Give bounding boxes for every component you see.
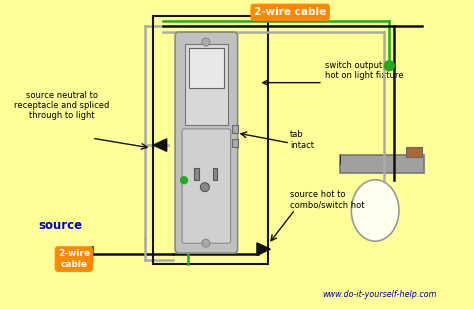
- Text: tab
intact: tab intact: [290, 130, 314, 150]
- Text: source neutral to
receptacle and spliced
through to light: source neutral to receptacle and spliced…: [14, 91, 110, 121]
- Bar: [340, 155, 424, 173]
- Bar: [406, 147, 422, 157]
- Text: 2-wire cable: 2-wire cable: [254, 7, 326, 17]
- Bar: [189, 48, 224, 88]
- Bar: [153, 16, 268, 264]
- Text: switch output to
hot on light fixture: switch output to hot on light fixture: [325, 61, 403, 80]
- Text: source: source: [38, 219, 82, 232]
- Polygon shape: [153, 139, 167, 151]
- FancyBboxPatch shape: [182, 129, 231, 243]
- Ellipse shape: [351, 180, 399, 241]
- Circle shape: [202, 38, 210, 46]
- Bar: [185, 44, 228, 125]
- FancyBboxPatch shape: [175, 32, 237, 253]
- Circle shape: [183, 230, 192, 239]
- Text: www.do-it-yourself-help.com: www.do-it-yourself-help.com: [322, 290, 437, 299]
- Text: source hot to
combo/switch hot: source hot to combo/switch hot: [290, 190, 365, 209]
- Circle shape: [384, 61, 394, 71]
- Circle shape: [181, 177, 188, 184]
- Bar: [232, 125, 237, 133]
- Circle shape: [201, 183, 210, 192]
- Bar: [194, 168, 199, 180]
- Polygon shape: [257, 243, 270, 255]
- Bar: [213, 168, 217, 180]
- Bar: [232, 139, 237, 147]
- Circle shape: [202, 239, 210, 247]
- Text: 2-wire
cable: 2-wire cable: [58, 249, 90, 269]
